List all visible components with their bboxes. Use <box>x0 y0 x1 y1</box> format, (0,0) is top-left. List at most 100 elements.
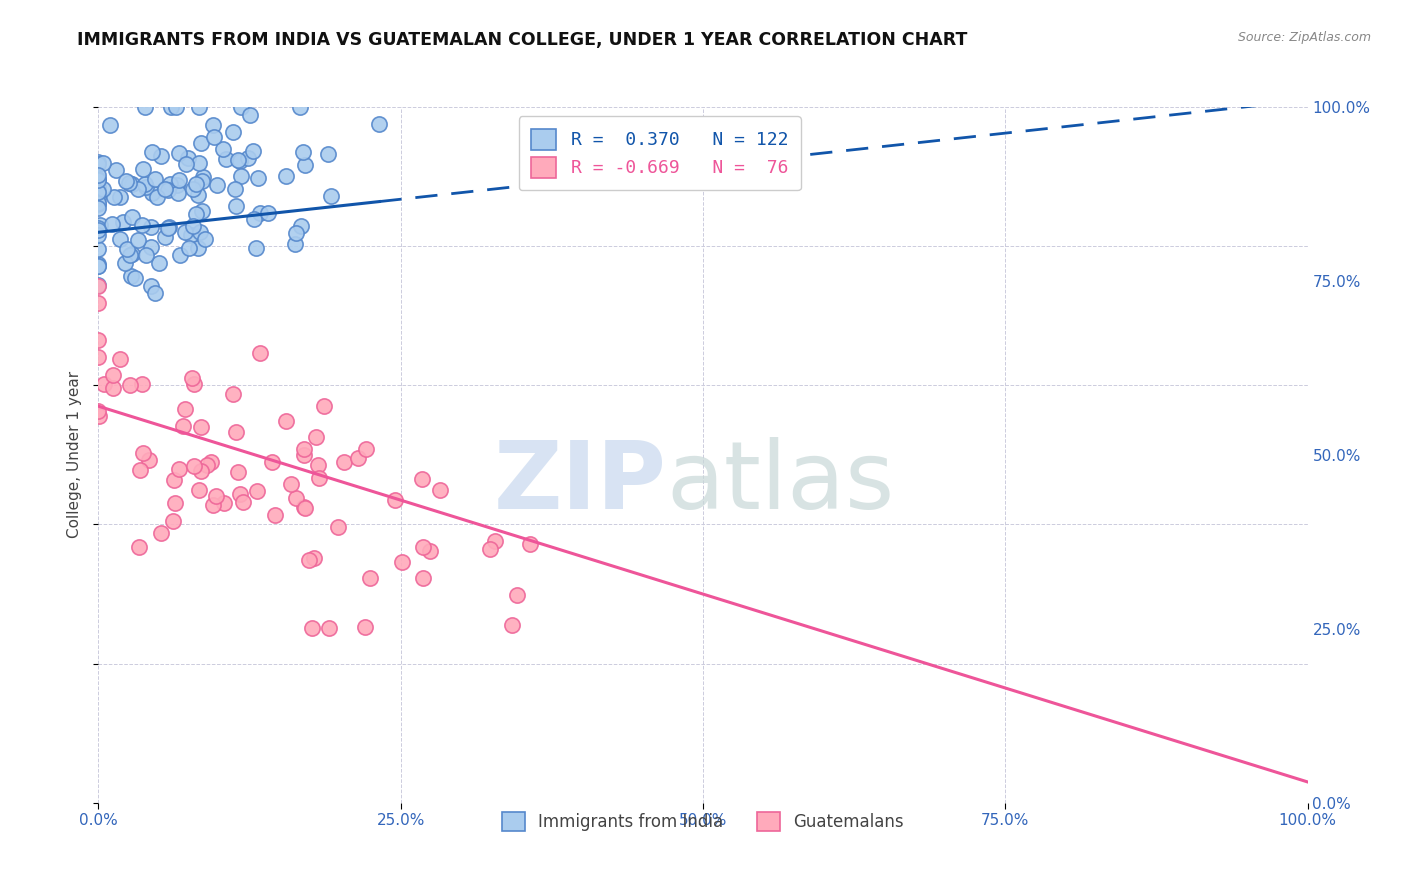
Point <box>180 227 202 242</box>
Point <box>391 555 413 569</box>
Point <box>359 571 381 585</box>
Point <box>148 256 170 270</box>
Point <box>87 277 110 292</box>
Point <box>87 333 110 347</box>
Point <box>167 172 190 186</box>
Point <box>91 155 114 169</box>
Point <box>87 157 110 171</box>
Point <box>120 247 142 261</box>
Point <box>238 151 260 165</box>
Point <box>163 474 186 488</box>
Point <box>127 233 149 247</box>
Point <box>100 218 122 232</box>
Point <box>181 219 204 233</box>
Point <box>174 401 197 416</box>
Point <box>159 178 181 192</box>
Point <box>87 201 110 215</box>
Point <box>87 227 110 242</box>
Point <box>139 279 162 293</box>
Legend: Immigrants from India, Guatemalans: Immigrants from India, Guatemalans <box>494 804 912 839</box>
Point <box>308 471 330 485</box>
Point <box>292 145 315 159</box>
Point <box>183 458 205 473</box>
Point <box>131 377 153 392</box>
Point <box>115 242 138 256</box>
Point <box>187 100 209 114</box>
Point <box>157 221 180 235</box>
Point <box>247 171 270 186</box>
Point <box>177 241 200 255</box>
Point <box>134 178 156 192</box>
Point <box>135 180 157 194</box>
Point <box>105 163 128 178</box>
Point <box>153 230 176 244</box>
Point <box>245 241 267 255</box>
Point <box>128 540 150 554</box>
Point <box>187 240 209 254</box>
Point <box>87 168 110 182</box>
Point <box>87 409 110 423</box>
Point <box>229 154 252 169</box>
Text: Source: ZipAtlas.com: Source: ZipAtlas.com <box>1237 31 1371 45</box>
Text: ZIP: ZIP <box>494 437 666 529</box>
Point <box>135 247 157 261</box>
Point <box>157 220 180 235</box>
Point <box>384 493 406 508</box>
Point <box>285 491 308 506</box>
Point <box>262 455 284 469</box>
Point <box>132 162 155 177</box>
Point <box>246 484 269 499</box>
Point <box>87 191 110 205</box>
Point <box>249 346 271 360</box>
Point <box>121 210 143 224</box>
Point <box>165 496 187 510</box>
Point <box>103 190 125 204</box>
Point <box>285 226 308 240</box>
Point <box>149 526 172 541</box>
Point <box>87 223 110 237</box>
Text: IMMIGRANTS FROM INDIA VS GUATEMALAN COLLEGE, UNDER 1 YEAR CORRELATION CHART: IMMIGRANTS FROM INDIA VS GUATEMALAN COLL… <box>77 31 967 49</box>
Point <box>121 247 143 261</box>
Point <box>114 256 136 270</box>
Y-axis label: College, Under 1 year: College, Under 1 year <box>67 371 83 539</box>
Point <box>127 182 149 196</box>
Point <box>194 232 217 246</box>
Point <box>101 368 124 383</box>
Point <box>190 136 212 151</box>
Point <box>190 174 212 188</box>
Point <box>200 455 222 469</box>
Point <box>131 218 153 232</box>
Point <box>205 489 228 503</box>
Point <box>224 182 246 196</box>
Point <box>478 542 501 557</box>
Point <box>211 142 233 156</box>
Point <box>256 206 278 220</box>
Point <box>429 483 451 497</box>
Point <box>188 156 211 170</box>
Point <box>87 180 110 194</box>
Point <box>301 621 323 635</box>
Point <box>274 169 297 184</box>
Point <box>242 144 264 158</box>
Point <box>188 483 211 498</box>
Point <box>87 220 110 235</box>
Point <box>108 190 131 204</box>
Point <box>87 257 110 271</box>
Point <box>264 508 287 522</box>
Point <box>156 183 179 197</box>
Point <box>195 458 218 472</box>
Point <box>87 196 110 211</box>
Point <box>412 571 434 585</box>
Point <box>190 420 212 434</box>
Point <box>166 178 188 192</box>
Point <box>288 100 311 114</box>
Point <box>239 108 262 122</box>
Point <box>212 496 235 510</box>
Point <box>160 100 183 114</box>
Point <box>167 145 190 160</box>
Point <box>181 371 204 385</box>
Point <box>314 399 336 413</box>
Point <box>167 186 190 201</box>
Point <box>98 118 121 132</box>
Point <box>181 182 204 196</box>
